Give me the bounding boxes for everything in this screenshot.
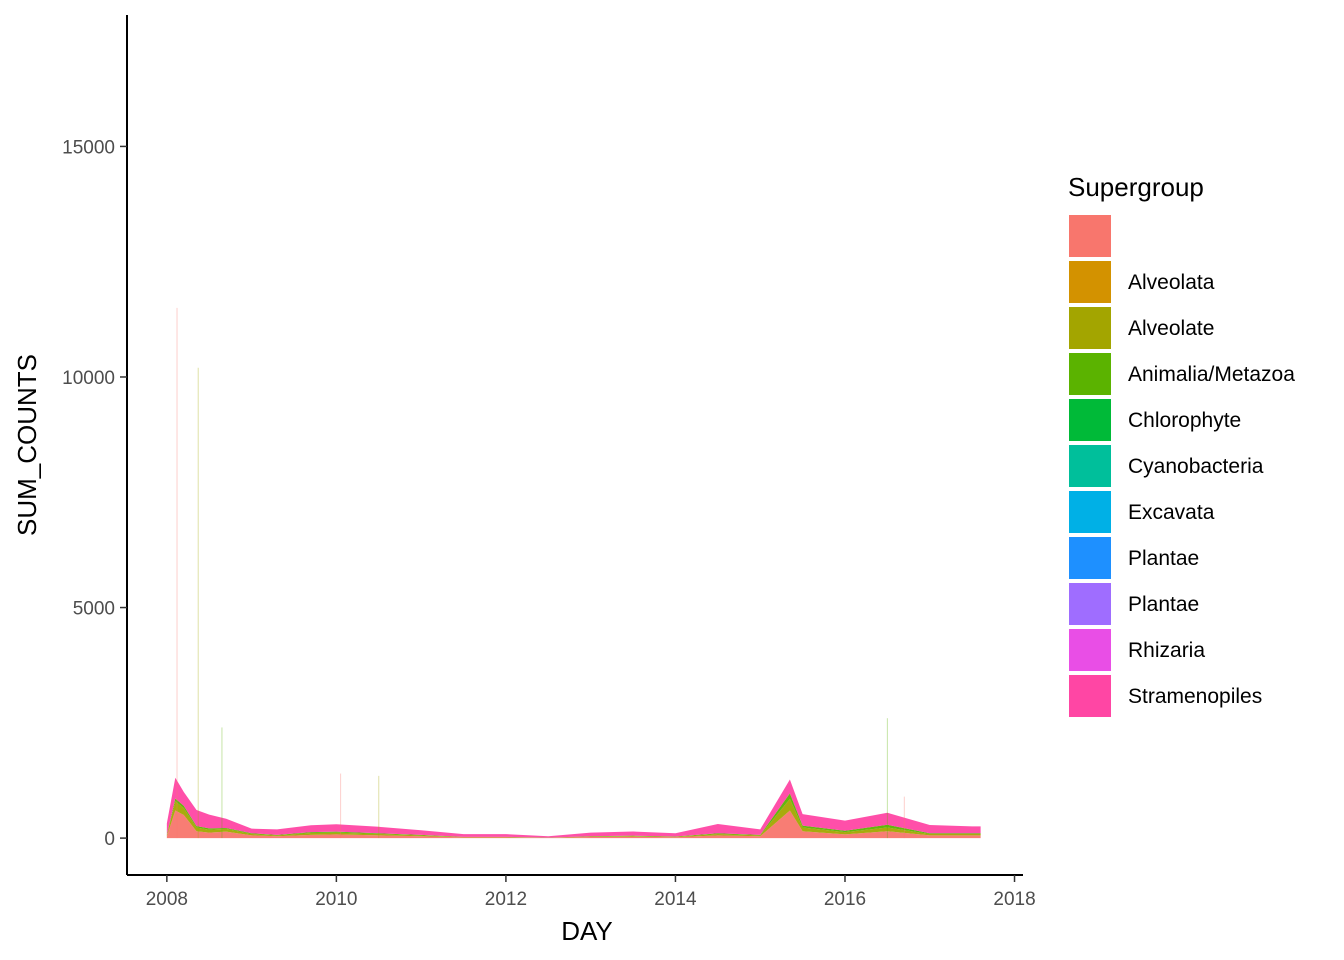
x-axis-title: DAY <box>561 916 613 946</box>
legend-items: Alveolata Alveolate Animalia/Metazoa Chloro… <box>1069 215 1295 717</box>
legend-swatch <box>1069 491 1111 533</box>
x-axis-ticks: 2008 2010 2012 2014 2016 2018 <box>146 875 1036 910</box>
x-tick-label: 2008 <box>146 889 188 910</box>
area-series <box>166 798 981 838</box>
legend-label: Plantae <box>1128 593 1199 616</box>
legend-swatch <box>1069 353 1111 395</box>
legend-swatch <box>1069 307 1111 349</box>
plot-area <box>166 307 981 839</box>
area-series <box>166 777 981 838</box>
legend: Supergroup Alveolata Alveolate Animalia/Me… <box>1068 172 1295 717</box>
x-tick-label: 2018 <box>993 889 1035 910</box>
y-axis-ticks: 0 5000 10000 15000 <box>62 137 127 850</box>
area-series <box>166 810 981 839</box>
y-tick-label: 5000 <box>73 599 115 620</box>
legend-swatch <box>1069 261 1111 303</box>
x-tick-label: 2012 <box>485 889 527 910</box>
legend-swatch <box>1069 215 1111 257</box>
legend-label: Plantae <box>1128 547 1199 570</box>
legend-label: Animalia/Metazoa <box>1128 363 1295 386</box>
legend-title: Supergroup <box>1068 172 1204 202</box>
legend-swatch <box>1069 629 1111 671</box>
legend-label: Chlorophyte <box>1128 409 1241 432</box>
legend-label: Rhizaria <box>1128 639 1205 662</box>
legend-swatch <box>1069 399 1111 441</box>
x-tick-label: 2016 <box>824 889 866 910</box>
legend-label: Stramenopiles <box>1128 685 1262 708</box>
legend-swatch <box>1069 537 1111 579</box>
legend-swatch <box>1069 445 1111 487</box>
y-tick-label: 10000 <box>62 368 115 389</box>
x-tick-label: 2014 <box>654 889 697 910</box>
legend-label: Cyanobacteria <box>1128 455 1264 478</box>
legend-label: Alveolata <box>1128 271 1215 294</box>
y-axis-title: SUM_COUNTS <box>12 354 42 536</box>
x-tick-label: 2010 <box>315 889 357 910</box>
legend-label: Excavata <box>1128 501 1215 524</box>
y-tick-label: 15000 <box>62 137 115 158</box>
legend-swatch <box>1069 675 1111 717</box>
legend-swatch <box>1069 583 1111 625</box>
y-tick-label: 0 <box>104 829 115 850</box>
legend-label: Alveolate <box>1128 317 1214 340</box>
